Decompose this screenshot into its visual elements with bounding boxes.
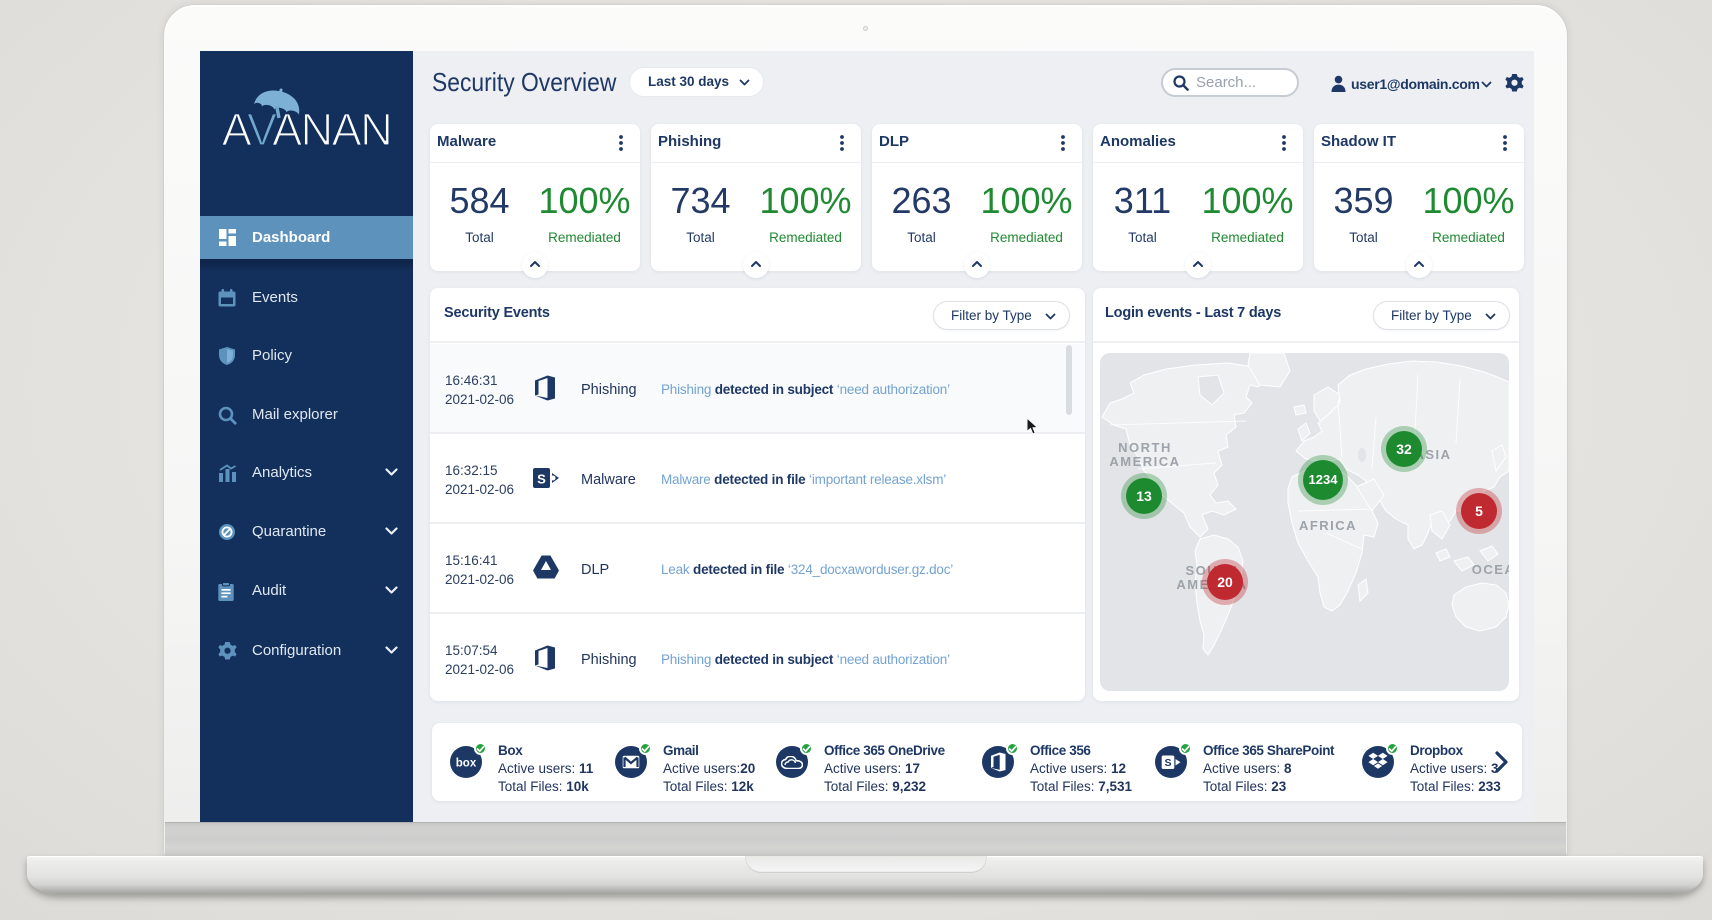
svg-text:S: S <box>1164 757 1171 769</box>
svg-text:S: S <box>537 472 546 487</box>
svg-text:box: box <box>456 758 477 770</box>
